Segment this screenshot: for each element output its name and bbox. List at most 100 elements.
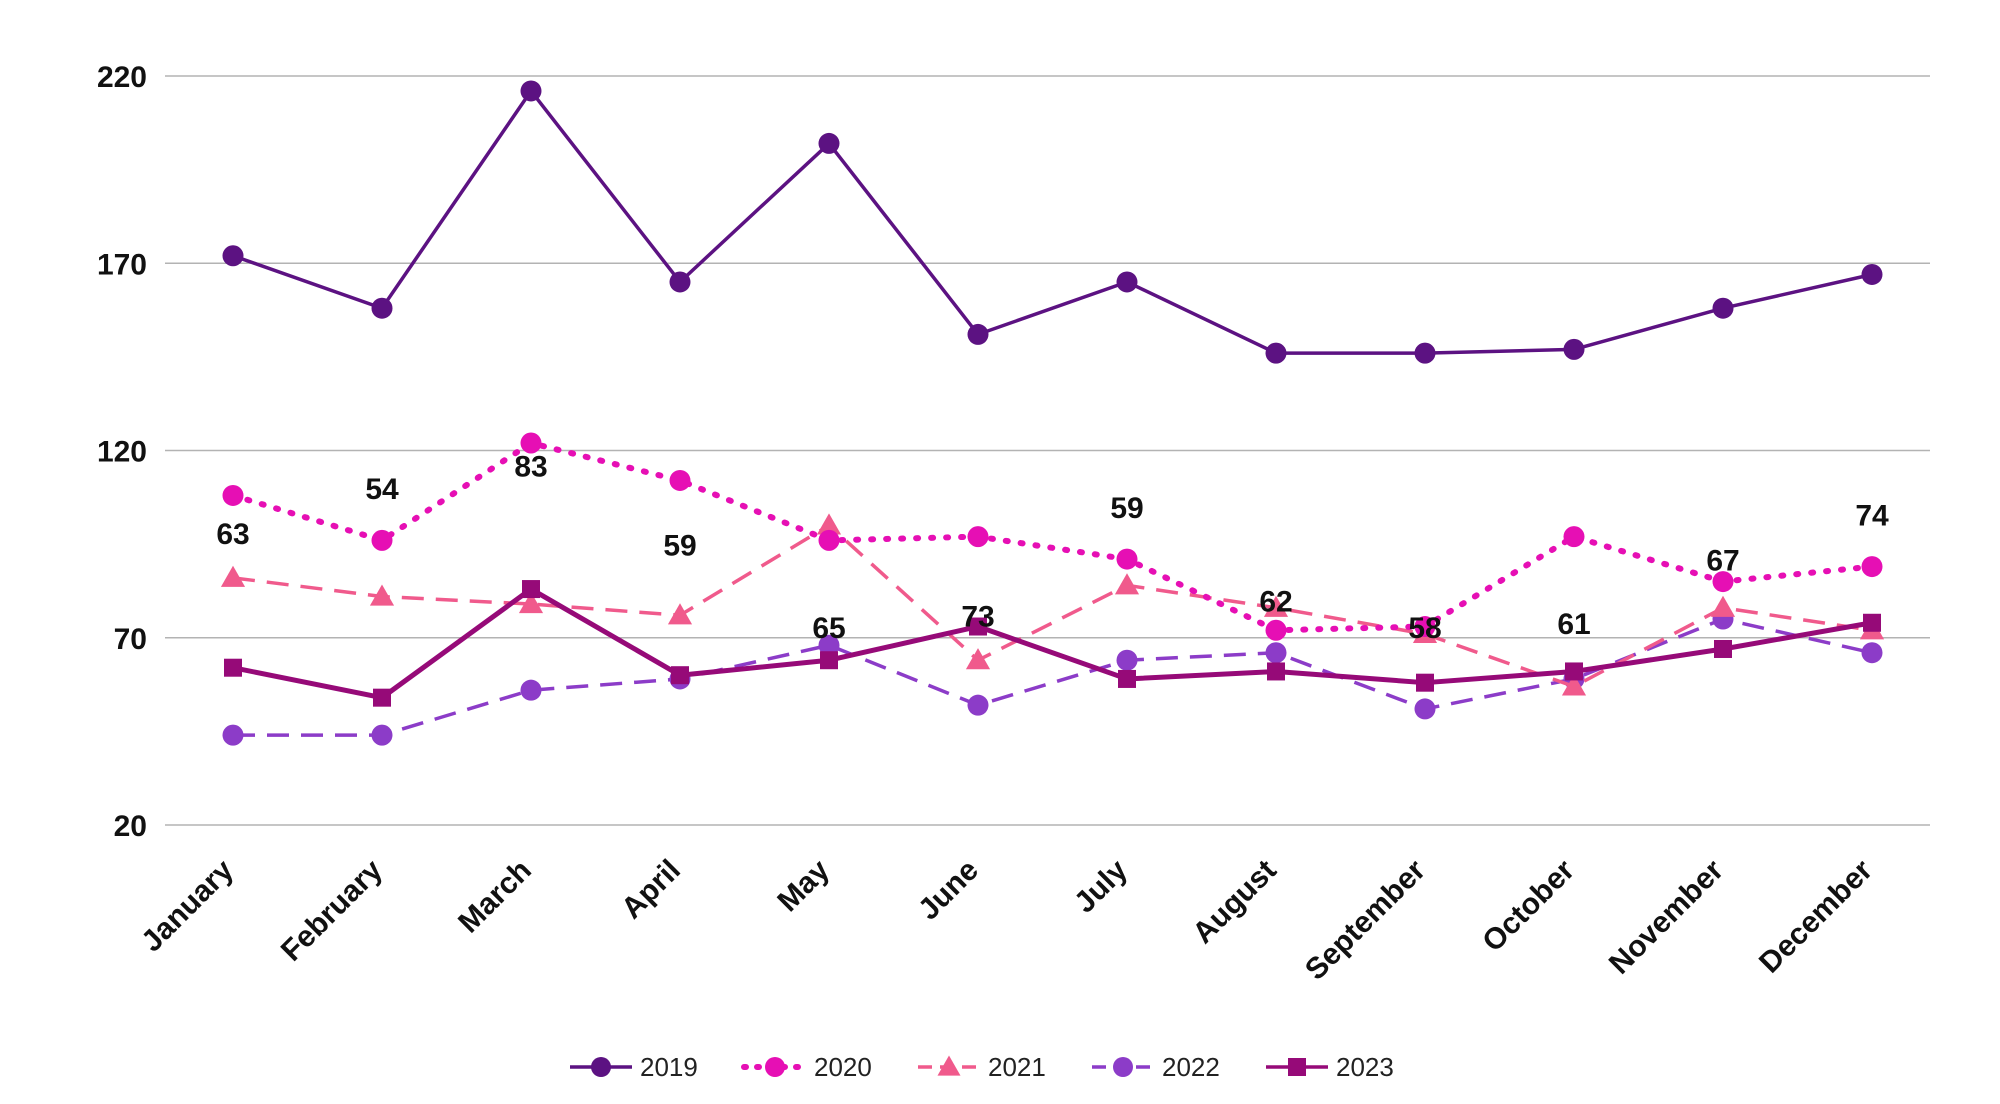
x-tick-label: October [1476,853,1581,958]
legend-label: 2022 [1162,1052,1220,1082]
data-point-2021 [1561,674,1587,696]
data-label: 67 [1706,544,1739,577]
legend-item-2020: 2020 [741,1052,872,1082]
series-2021 [220,513,1885,696]
data-point-2020 [1861,556,1883,578]
legend-item-2023: 2023 [1266,1052,1394,1082]
data-point-2020 [520,432,542,454]
data-point-2020 [1712,571,1734,593]
legend-item-2022: 2022 [1092,1052,1220,1082]
grid [165,75,1930,826]
legend-marker [1113,1057,1133,1077]
data-label: 83 [514,451,547,484]
data-point-2022 [520,679,542,701]
data-point-2022 [1265,642,1287,664]
data-point-2019 [967,323,989,345]
y-tick-label: 170 [97,248,147,281]
data-point-2020 [222,484,244,506]
legend-item-2019: 2019 [570,1052,698,1082]
data-point-2019 [1414,342,1436,364]
series-2022 [222,608,1883,746]
data-point-2022 [222,724,244,746]
y-tick-label: 20 [114,810,147,843]
data-point-2019 [371,297,393,319]
y-axis-ticks: 220 170 120 70 20 [97,61,147,843]
data-point-2019 [1563,338,1585,360]
series-line-2022 [233,617,1873,737]
data-point-2021 [369,584,395,606]
series-2023 [224,580,1881,707]
data-point-2020 [1265,619,1287,641]
y-tick-label: 220 [97,61,147,94]
data-labels: 63 54 83 59 65 73 59 62 58 61 67 74 [216,451,1889,645]
legend-label: 2023 [1336,1052,1394,1082]
data-point-2023 [1714,639,1732,658]
data-point-2022 [371,724,393,746]
x-tick-label: September [1299,853,1432,986]
legend-marker [765,1057,785,1077]
data-point-2020 [1116,548,1138,570]
data-point-2023 [820,651,838,670]
x-tick-label: July [1068,853,1134,919]
series-line-2023 [232,586,1873,701]
data-point-2023 [671,666,689,685]
data-point-2021 [1114,573,1140,595]
series-line-2021 [232,523,1873,689]
data-point-2020 [967,526,989,548]
x-tick-label: February [275,853,389,967]
data-label: 73 [961,601,994,634]
data-point-2019 [669,271,691,293]
data-point-2023 [373,688,391,707]
data-label: 54 [365,473,399,506]
data-label: 59 [1110,492,1143,525]
data-point-2020 [371,529,393,551]
data-point-2023 [1863,613,1881,632]
data-point-2021 [1710,595,1736,617]
series-line-2020 [230,440,1875,634]
x-tick-label: April [615,854,687,926]
x-tick-label: June [912,854,985,927]
data-label: 58 [1408,612,1441,645]
data-point-2022 [1116,649,1138,671]
x-tick-label: November [1603,853,1730,980]
data-point-2022 [1414,698,1436,720]
legend-item-2021: 2021 [918,1052,1046,1082]
data-point-2022 [818,634,840,656]
legend-marker [1288,1058,1306,1076]
legend: 2019 2020 2021 2022 2023 [570,1052,1394,1082]
data-point-2023 [1267,662,1285,681]
data-point-2021 [965,648,991,670]
legend-label: 2020 [814,1052,872,1082]
data-point-2023 [224,658,242,677]
data-point-2019 [1116,271,1138,293]
data-point-2023 [1416,673,1434,692]
x-tick-label: May [771,853,836,918]
x-tick-label: December [1753,853,1879,979]
legend-label: 2019 [640,1052,698,1082]
data-point-2019 [1265,342,1287,364]
data-label: 61 [1557,608,1590,641]
legend-marker [591,1057,611,1077]
legend-marker [937,1055,961,1076]
data-point-2023 [969,617,987,636]
data-point-2021 [667,603,693,625]
legend-label: 2021 [988,1052,1046,1082]
data-point-2022 [1861,642,1883,664]
data-point-2020 [1414,616,1436,638]
data-point-2020 [669,469,691,491]
data-point-2021 [518,591,544,614]
y-tick-label: 70 [114,623,147,656]
data-point-2023 [1118,669,1136,688]
data-point-2019 [222,245,244,267]
y-tick-label: 120 [97,436,147,469]
data-point-2021 [816,513,842,535]
data-point-2023 [1565,662,1583,681]
data-point-2020 [1563,526,1585,548]
data-point-2019 [1712,297,1734,319]
x-tick-label: August [1187,854,1283,950]
x-tick-label: January [135,853,240,958]
series-line-2019 [232,89,1873,355]
data-point-2023 [522,580,540,599]
